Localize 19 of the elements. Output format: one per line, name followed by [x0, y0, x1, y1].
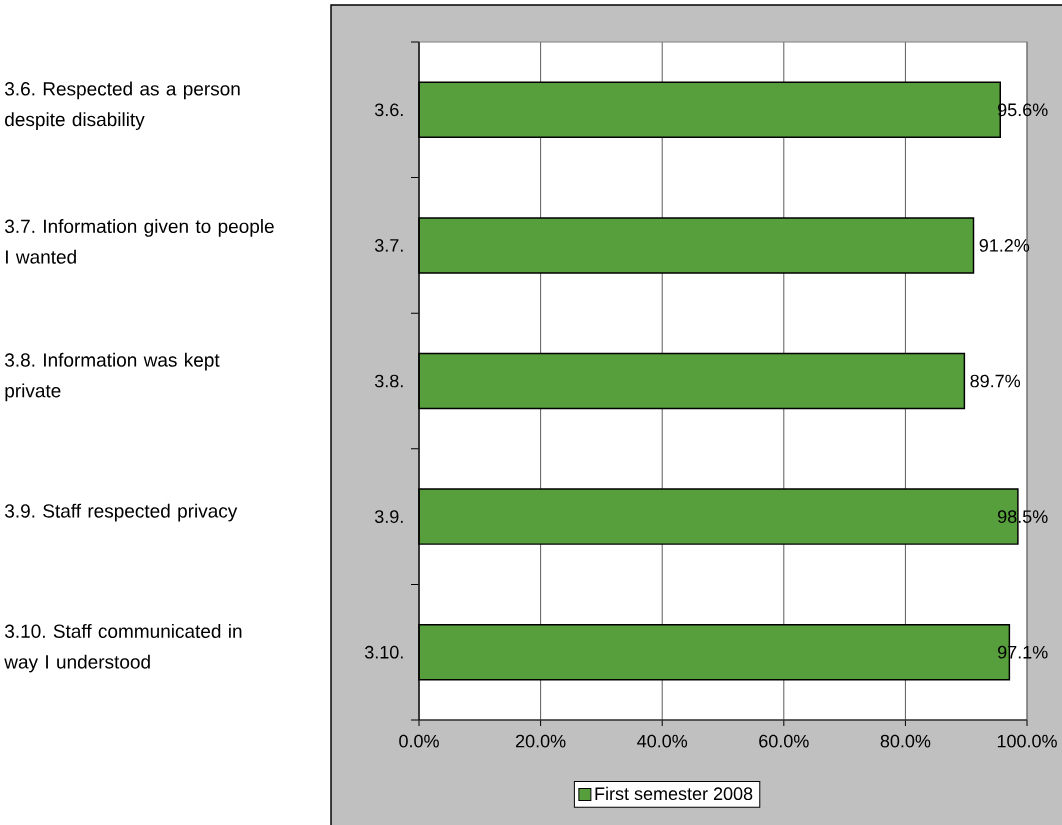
text: 3.10. Staff communicated in way I understood	[4, 624, 242, 673]
y-tick-label: 3.7.	[374, 239, 403, 252]
y-tick-label: 3.9.	[374, 510, 403, 523]
data-label: 91.2%	[979, 239, 1030, 252]
text: 3.7. Information given to people I wanted	[5, 219, 274, 264]
y-tick-label: 3.8.	[374, 374, 403, 388]
data-label: 89.7%	[970, 374, 1021, 388]
x-tick-label: 60.0%	[759, 734, 809, 748]
text: 3.9. Staff respected privacy	[5, 503, 238, 522]
legend-label: First semester 2008	[595, 786, 753, 801]
x-tick-label: 80.0%	[880, 734, 931, 748]
x-tick-label: 40.0%	[637, 734, 688, 748]
text: 3.8. Information was kept private	[5, 352, 220, 402]
y-tick-label: 3.6.	[374, 103, 403, 117]
x-tick-label: 100.0%	[997, 734, 1057, 748]
y-tick-label: 3.10.	[364, 645, 403, 659]
text: 3.6. Respected as a person despite disability	[5, 81, 240, 130]
x-tick-label: 0.0%	[399, 734, 439, 748]
x-tick-label: 20.0%	[515, 734, 566, 748]
